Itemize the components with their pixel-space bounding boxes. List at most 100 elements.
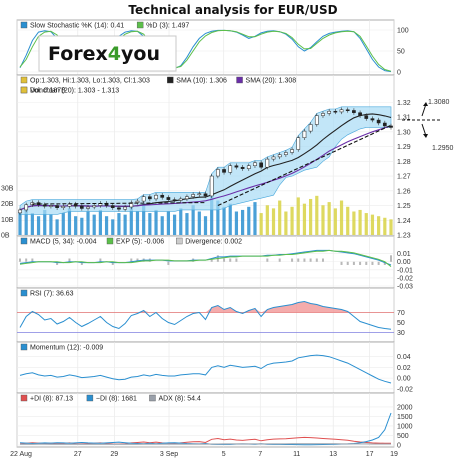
momentum-tick-1: 0.02 <box>397 365 411 372</box>
adx-panel-frame <box>16 392 395 448</box>
price-legend-swatch-2 <box>236 76 243 84</box>
volume-bar-59 <box>383 217 387 235</box>
panels-layer: Slow Stochastic %K (14): 0.41 %D (3): 1.4… <box>1 19 454 458</box>
volume-bar-56 <box>364 213 368 235</box>
price-tick-1: 1.31 <box>397 115 411 122</box>
macd-tick-1: 0.00 <box>397 259 411 266</box>
x-tick-7: 13 <box>329 451 337 458</box>
price-legend-label-1: SMA (10): 1.306 <box>176 78 227 85</box>
macd-series-1 <box>19 249 392 267</box>
candle-body-57 <box>370 118 375 121</box>
logo-background <box>38 35 177 72</box>
volume-bar-18 <box>129 206 133 235</box>
candle-body-50 <box>327 110 332 114</box>
candle-body-44 <box>290 149 294 153</box>
volume-bar-28 <box>191 205 195 235</box>
macd-legend-swatch-2 <box>176 237 183 245</box>
candle-body-58 <box>376 119 381 124</box>
candle-body-55 <box>358 112 362 116</box>
candle-body-28 <box>191 194 195 197</box>
candle-body-16 <box>117 207 121 210</box>
volume-bar-3 <box>36 216 41 235</box>
volume-bar-5 <box>49 214 53 235</box>
price-tick-2: 1.30 <box>397 129 411 136</box>
rsi-legend-label-0: RSI (7): 36.63 <box>30 291 74 298</box>
candle-body-29 <box>197 193 202 195</box>
volume-bar-12 <box>92 214 96 235</box>
adx-legend-label-1: −DI (8): 1681 <box>96 396 137 403</box>
candle-body-5 <box>49 205 53 207</box>
volume-bar-53 <box>346 206 350 235</box>
candle-body-59 <box>382 122 387 127</box>
volume-tick-2: 10B <box>1 217 14 224</box>
volume-bar-35 <box>234 211 239 235</box>
candle-body-51 <box>333 110 338 113</box>
price-legend-label-0: Op:1.303, Hi:1.303, Lo:1.303, Cl:1.303 <box>30 78 150 85</box>
macd-legend-swatch-0 <box>20 237 28 245</box>
volume-bar-6 <box>55 219 59 235</box>
candle-body-6 <box>55 205 59 208</box>
macd-tick-0: 0.01 <box>397 251 411 258</box>
candle-body-20 <box>141 196 146 202</box>
volume-tick-0: 30B <box>1 186 14 193</box>
volume-bar-23 <box>160 216 164 235</box>
volume-bar-57 <box>370 214 375 235</box>
price-legend-label-4: Vol: 0.187B <box>30 88 66 95</box>
adx-series-1 <box>19 412 392 446</box>
volume-bar-47 <box>309 198 313 235</box>
candle-body-47 <box>308 124 313 132</box>
volume-bar-36 <box>241 209 245 235</box>
candle-body-8 <box>67 203 72 207</box>
chart-title: Technical analysis for EUR/USD <box>128 3 337 17</box>
annotation-lower-level: 1.2950 <box>432 145 454 152</box>
candle-body-4 <box>42 204 47 207</box>
price-legend-swatch-4 <box>20 86 28 94</box>
volume-bar-9 <box>74 216 78 235</box>
candle-body-18 <box>129 202 134 208</box>
volume-bar-52 <box>339 200 344 235</box>
price-legend-swatch-1 <box>167 76 174 84</box>
volume-bar-34 <box>228 203 232 235</box>
price-panel-frame <box>16 74 395 237</box>
volume-bar-48 <box>315 195 319 235</box>
x-tick-9: 19 <box>390 451 398 458</box>
volume-bar-20 <box>142 203 146 235</box>
logo-word-forex: Forex <box>48 43 108 65</box>
candle-body-53 <box>345 109 350 111</box>
adx-tick-4: 0 <box>397 443 401 450</box>
stoch-legend-swatch-1 <box>136 21 144 29</box>
candle-body-37 <box>246 165 251 169</box>
x-tick-2: 29 <box>110 451 118 458</box>
adx-legend-swatch-2 <box>149 394 156 402</box>
rsi-legend-swatch-0 <box>20 289 28 297</box>
volume-bar-37 <box>247 206 251 235</box>
candle-body-23 <box>160 194 165 198</box>
candle-body-25 <box>172 199 177 201</box>
volume-bar-1 <box>24 206 28 235</box>
candle-body-46 <box>302 130 307 138</box>
adx-legend-label-0: +DI (8): 87.13 <box>30 396 73 403</box>
candle-body-12 <box>92 205 97 208</box>
adx-legend-swatch-1 <box>86 394 94 402</box>
candle-body-1 <box>24 204 29 211</box>
candle-body-34 <box>228 165 233 173</box>
volume-bar-33 <box>222 206 226 235</box>
volume-bar-15 <box>111 219 115 235</box>
candle-body-48 <box>314 115 319 125</box>
adx-tick-1: 1500 <box>397 414 413 421</box>
volume-bar-27 <box>185 213 189 235</box>
volume-tick-1: 20B <box>1 201 14 208</box>
volume-bar-46 <box>302 203 307 235</box>
annotation-down-arrow-head <box>423 134 428 138</box>
x-tick-1: 27 <box>74 451 82 458</box>
volume-bar-14 <box>104 216 109 235</box>
candle-body-22 <box>154 194 158 200</box>
volume-bar-13 <box>98 209 102 235</box>
volume-bar-42 <box>278 200 282 235</box>
volume-bar-54 <box>352 211 356 235</box>
momentum-series-0 <box>19 354 392 384</box>
rsi-overbought-label: 70 <box>397 310 405 317</box>
candle-body-40 <box>265 158 270 168</box>
candle-body-54 <box>352 110 356 113</box>
volume-bar-45 <box>296 197 300 235</box>
